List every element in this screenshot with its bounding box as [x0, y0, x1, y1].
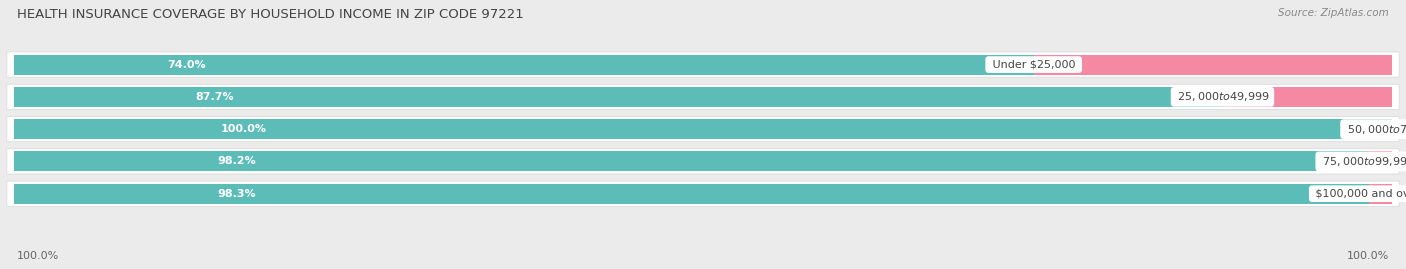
FancyBboxPatch shape — [7, 116, 1399, 142]
Text: Under $25,000: Under $25,000 — [988, 59, 1078, 70]
Text: 87.7%: 87.7% — [195, 92, 233, 102]
Bar — [1033, 55, 1393, 75]
Bar — [1368, 184, 1392, 204]
FancyBboxPatch shape — [7, 52, 1399, 77]
Text: 100.0%: 100.0% — [17, 251, 59, 261]
Text: $75,000 to $99,999: $75,000 to $99,999 — [1319, 155, 1406, 168]
Bar — [1367, 151, 1392, 171]
Text: $25,000 to $49,999: $25,000 to $49,999 — [1174, 90, 1271, 103]
Text: 98.2%: 98.2% — [217, 156, 256, 167]
Text: Source: ZipAtlas.com: Source: ZipAtlas.com — [1278, 8, 1389, 18]
FancyBboxPatch shape — [7, 84, 1399, 109]
Text: 100.0%: 100.0% — [1347, 251, 1389, 261]
Bar — [1222, 87, 1392, 107]
Bar — [14, 87, 1222, 107]
Bar — [14, 184, 1368, 204]
Text: 74.0%: 74.0% — [167, 59, 205, 70]
FancyBboxPatch shape — [7, 181, 1399, 206]
Bar — [14, 151, 1367, 171]
Text: 98.3%: 98.3% — [218, 189, 256, 199]
Bar — [14, 55, 1033, 75]
Bar — [14, 119, 1392, 139]
Text: $50,000 to $74,999: $50,000 to $74,999 — [1344, 123, 1406, 136]
Text: $100,000 and over: $100,000 and over — [1312, 189, 1406, 199]
Text: 100.0%: 100.0% — [221, 124, 267, 134]
Text: HEALTH INSURANCE COVERAGE BY HOUSEHOLD INCOME IN ZIP CODE 97221: HEALTH INSURANCE COVERAGE BY HOUSEHOLD I… — [17, 8, 523, 21]
FancyBboxPatch shape — [7, 149, 1399, 174]
